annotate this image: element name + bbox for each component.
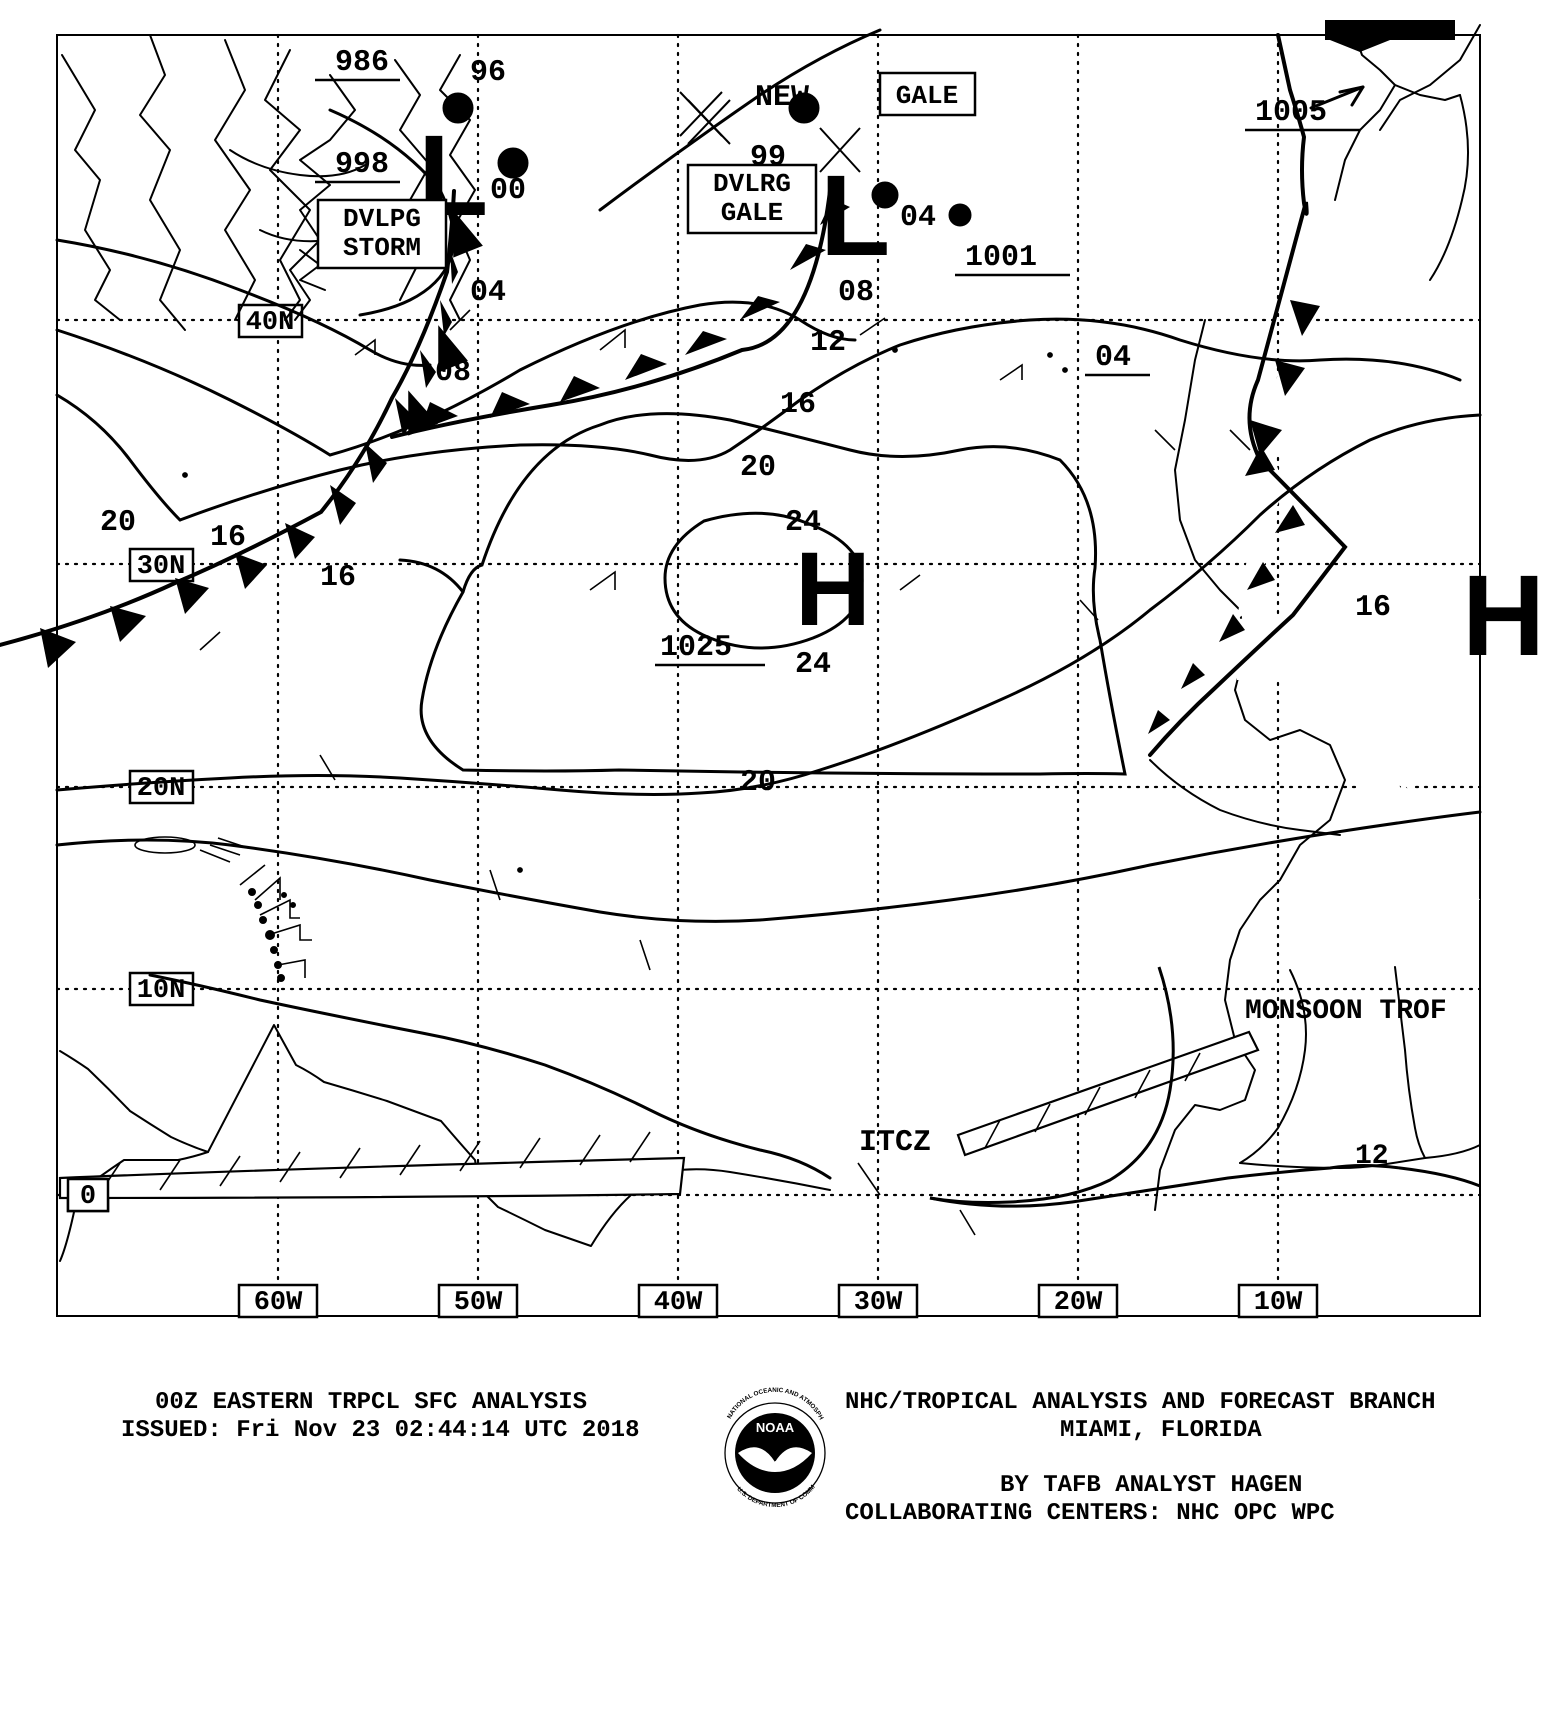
- svg-text:DVLRG: DVLRG: [713, 169, 791, 199]
- svg-text:00Z EASTERN TRPCL SFC ANALYSIS: 00Z EASTERN TRPCL SFC ANALYSIS: [155, 1389, 587, 1416]
- svg-text:40W: 40W: [654, 1288, 703, 1318]
- svg-text:MONSOON TROF: MONSOON TROF: [1245, 996, 1447, 1027]
- svg-text:04: 04: [1095, 341, 1131, 375]
- svg-text:GALE: GALE: [896, 81, 958, 111]
- svg-text:NHC/TROPICAL ANALYSIS AND FORE: NHC/TROPICAL ANALYSIS AND FORECAST BRANC…: [845, 1389, 1436, 1416]
- svg-text:08: 08: [838, 276, 874, 310]
- svg-text:1025: 1025: [660, 631, 732, 665]
- svg-text:12: 12: [810, 326, 846, 360]
- svg-text:30W: 30W: [854, 1288, 903, 1318]
- svg-text:1001: 1001: [965, 241, 1037, 275]
- svg-text:12: 12: [1355, 1141, 1389, 1172]
- svg-text:20: 20: [740, 766, 776, 800]
- svg-text:H: H: [795, 531, 871, 648]
- svg-text:16: 16: [1355, 591, 1391, 625]
- svg-text:0: 0: [80, 1182, 96, 1212]
- svg-text:16: 16: [320, 561, 356, 595]
- svg-text:998: 998: [335, 148, 389, 182]
- svg-text:GALE: GALE: [721, 198, 783, 228]
- svg-text:NOAA: NOAA: [756, 1420, 795, 1435]
- svg-text:DVLPG: DVLPG: [343, 204, 421, 234]
- svg-text:16: 16: [210, 521, 246, 555]
- svg-text:30N: 30N: [137, 552, 186, 582]
- svg-text:20: 20: [100, 506, 136, 540]
- svg-text:ITCZ: ITCZ: [859, 1126, 931, 1160]
- svg-text:10W: 10W: [1254, 1288, 1303, 1318]
- svg-text:20: 20: [740, 451, 776, 485]
- svg-text:24: 24: [795, 648, 831, 682]
- svg-text:ISSUED: Fri Nov 23 02:44:14 UT: ISSUED: Fri Nov 23 02:44:14 UTC 2018: [121, 1417, 639, 1444]
- svg-text:16: 16: [780, 388, 816, 422]
- svg-text:20W: 20W: [1054, 1288, 1103, 1318]
- svg-text:L: L: [820, 152, 890, 280]
- svg-text:00: 00: [490, 174, 526, 208]
- svg-text:50W: 50W: [454, 1288, 503, 1318]
- svg-text:COLLABORATING CENTERS: NHC OP: COLLABORATING CENTERS: NHC OPC WPC: [845, 1500, 1335, 1527]
- svg-text:0: 0: [1495, 79, 1507, 102]
- svg-text:STORM: STORM: [343, 233, 421, 263]
- svg-text:60W: 60W: [254, 1288, 303, 1318]
- svg-text:04: 04: [900, 201, 936, 235]
- svg-text:1005: 1005: [1255, 96, 1327, 130]
- svg-text:986: 986: [335, 46, 389, 80]
- svg-text:04: 04: [470, 276, 506, 310]
- svg-text:MIAMI, FLORIDA: MIAMI, FLORIDA: [1060, 1417, 1262, 1444]
- svg-text:96: 96: [470, 56, 506, 90]
- svg-text:20N: 20N: [137, 774, 186, 804]
- svg-text:40N: 40N: [246, 308, 295, 338]
- svg-text:BY TAFB ANALYST HAGEN: BY TAFB ANALYST HAGEN: [1000, 1472, 1302, 1499]
- svg-text:H: H: [1462, 552, 1542, 680]
